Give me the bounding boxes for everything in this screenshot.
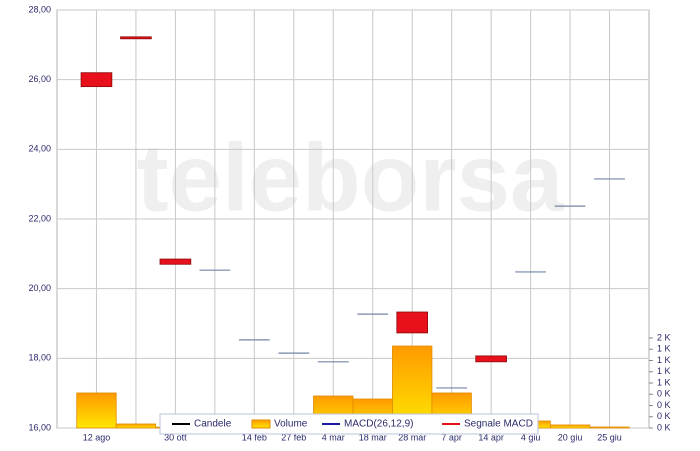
- y2-tick-label: 0 K: [657, 389, 671, 399]
- volume-bar: [76, 392, 117, 429]
- legend-swatch: [251, 419, 271, 429]
- y2-tick-label: 1 K: [657, 355, 671, 365]
- y2-tick-label: 0 K: [657, 422, 671, 432]
- x-tick-label: 30 ott: [164, 432, 187, 442]
- candle: [396, 311, 428, 334]
- y-tick-label: 20,00: [28, 283, 51, 293]
- y2-tick-label: 2 K: [657, 332, 671, 342]
- x-tick-label: 20 giu: [558, 432, 583, 442]
- x-tick-label: 4 mar: [322, 432, 345, 442]
- legend-label: MACD(26,12,9): [344, 419, 413, 430]
- y-tick-label: 28,00: [28, 4, 51, 14]
- candle: [80, 72, 113, 88]
- legend-label: Volume: [274, 419, 308, 430]
- watermark: teleborsa: [137, 124, 564, 231]
- y-tick-label: 24,00: [28, 144, 51, 154]
- candle: [475, 355, 507, 363]
- legend-label: Segnale MACD: [464, 419, 533, 430]
- x-tick-label: 28 mar: [398, 432, 426, 442]
- y-tick-label: 26,00: [28, 74, 51, 84]
- x-tick-label: 7 apr: [441, 432, 462, 442]
- legend-label: Candele: [194, 419, 232, 430]
- volume-bar: [549, 424, 591, 429]
- volume-bar: [589, 426, 630, 429]
- candle: [159, 258, 192, 265]
- x-tick-label: 25 giu: [597, 432, 622, 442]
- x-tick-label: 12 ago: [83, 432, 111, 442]
- y2-tick-label: 0 K: [657, 400, 671, 410]
- x-tick-label: 27 feb: [281, 432, 306, 442]
- y-tick-label: 18,00: [28, 353, 51, 363]
- y-tick-label: 22,00: [28, 213, 51, 223]
- x-tick-label: 4 giu: [521, 432, 541, 442]
- y-tick-label: 16,00: [28, 422, 51, 432]
- x-tick-label: 14 apr: [478, 432, 504, 442]
- x-tick-label: 14 feb: [242, 432, 267, 442]
- y2-tick-label: 1 K: [657, 377, 671, 387]
- candle: [120, 36, 152, 40]
- x-tick-label: 18 mar: [359, 432, 387, 442]
- legend-box: [159, 413, 539, 435]
- volume-bar: [115, 423, 157, 429]
- y2-tick-label: 1 K: [657, 344, 671, 354]
- y2-tick-label: 0 K: [657, 411, 671, 421]
- y2-tick-label: 1 K: [657, 366, 671, 376]
